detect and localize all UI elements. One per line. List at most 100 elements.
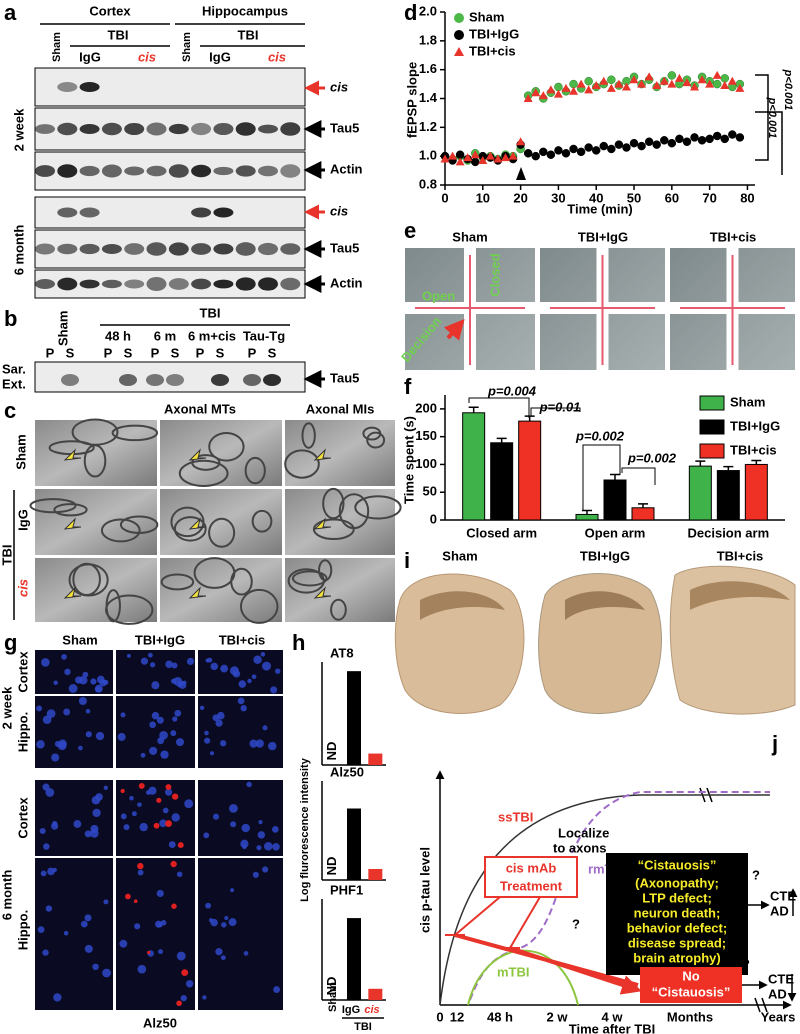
row-label: Hippo. bbox=[15, 712, 30, 752]
blot-band bbox=[79, 165, 100, 177]
blot-band bbox=[280, 122, 301, 136]
fraction-label: S bbox=[66, 345, 75, 360]
nucleus bbox=[172, 716, 178, 722]
data-point bbox=[569, 144, 578, 154]
stain bbox=[138, 782, 145, 789]
blot-band bbox=[263, 374, 281, 386]
blot-band bbox=[124, 279, 145, 289]
fluorescence-image bbox=[116, 696, 195, 768]
bar bbox=[603, 479, 627, 521]
x-tick-label: 10 bbox=[476, 190, 490, 205]
em-structure bbox=[53, 503, 88, 517]
blot-band bbox=[213, 243, 234, 255]
nucleus bbox=[149, 721, 156, 729]
blot-band bbox=[235, 165, 256, 177]
y-axis-label: fEPSP slope bbox=[404, 62, 419, 138]
nucleus bbox=[249, 739, 258, 748]
x-tick-label: 2 w bbox=[547, 1009, 569, 1024]
x-tick-label: 50 bbox=[627, 190, 641, 205]
nucleus bbox=[252, 871, 259, 878]
nucleus bbox=[238, 680, 247, 688]
data-point bbox=[470, 157, 480, 167]
curve-label: mTBI bbox=[497, 964, 530, 979]
nucleus bbox=[165, 660, 173, 669]
data-point bbox=[652, 140, 661, 149]
em-structure bbox=[284, 449, 320, 479]
fluorescence-image bbox=[116, 858, 195, 1010]
legend-swatch bbox=[699, 395, 725, 411]
fraction-label: P bbox=[46, 345, 55, 360]
lane-label: Sham bbox=[51, 32, 63, 62]
nucleus bbox=[257, 831, 266, 839]
blot-band bbox=[124, 166, 145, 176]
nucleus bbox=[232, 670, 241, 678]
fraction-label: S bbox=[216, 345, 225, 360]
arrow bbox=[443, 318, 465, 341]
panel-i: i Sham TBI+IgG TBI+cis bbox=[394, 548, 796, 715]
bar bbox=[368, 753, 383, 765]
y-axis-label: Time spent (s) bbox=[401, 416, 416, 504]
data-point bbox=[720, 81, 730, 90]
blot-band bbox=[57, 243, 78, 255]
annotation: p<0.001 bbox=[766, 97, 778, 139]
blot-band bbox=[101, 164, 122, 178]
nucleus bbox=[176, 871, 183, 878]
blot-band bbox=[35, 124, 55, 134]
nucleus bbox=[139, 822, 148, 832]
legend-swatch bbox=[699, 419, 725, 435]
y-tick-label: 0 bbox=[430, 511, 437, 526]
panel-h: h Log flurorescence intensity Sham IgG c… bbox=[292, 630, 384, 1033]
nucleus bbox=[230, 888, 235, 893]
bar bbox=[368, 869, 383, 880]
annotation: p=0.004 bbox=[487, 383, 537, 398]
band-label: Actin bbox=[330, 161, 363, 176]
nucleus bbox=[95, 793, 103, 801]
data-point bbox=[735, 83, 745, 92]
treatment-arrow bbox=[445, 896, 541, 949]
nucleus bbox=[126, 653, 131, 658]
blot-band bbox=[168, 278, 189, 290]
fraction-label: P bbox=[196, 345, 205, 360]
y-axis-label: Log flurorescence intensity bbox=[299, 757, 311, 902]
blot-band bbox=[191, 243, 212, 255]
blot-band bbox=[119, 374, 137, 386]
bar bbox=[368, 988, 383, 1000]
nucleus bbox=[240, 839, 249, 848]
blot-band bbox=[258, 165, 278, 177]
blot-band bbox=[146, 122, 167, 136]
data-point bbox=[478, 155, 488, 164]
stain bbox=[165, 820, 172, 827]
em-arrow bbox=[313, 448, 332, 461]
data-point bbox=[675, 134, 684, 144]
row-label: cis bbox=[15, 579, 30, 597]
nucleus bbox=[140, 657, 149, 665]
data-point bbox=[531, 88, 541, 97]
nucleus bbox=[46, 709, 56, 718]
cistauosis-box bbox=[606, 853, 748, 975]
nucleus bbox=[151, 681, 160, 690]
nucleus bbox=[45, 788, 55, 797]
panel-g: g Sham TBI+IgG TBI+cis Cortex Hippo. Cor… bbox=[0, 630, 283, 1030]
lane-label: cis bbox=[138, 49, 156, 64]
nucleus bbox=[212, 813, 220, 820]
nucleus bbox=[45, 905, 53, 912]
em-arrow bbox=[188, 448, 207, 461]
question: ? bbox=[742, 956, 750, 971]
data-point bbox=[705, 134, 714, 144]
panel-label: c bbox=[4, 398, 16, 423]
stain bbox=[153, 822, 160, 829]
error-bar bbox=[610, 473, 620, 480]
nucleus bbox=[134, 923, 141, 930]
nucleus bbox=[270, 686, 278, 694]
em-arrow bbox=[188, 586, 207, 599]
x-tick-label: Years bbox=[761, 1009, 796, 1024]
blot-band bbox=[213, 166, 234, 176]
band-label: Tau5 bbox=[330, 370, 359, 385]
nucleus bbox=[123, 824, 130, 831]
data-point bbox=[493, 154, 503, 163]
blot-band bbox=[35, 243, 55, 255]
nucleus bbox=[246, 781, 252, 788]
blot-band bbox=[168, 123, 189, 135]
nucleus bbox=[84, 914, 92, 922]
data-point bbox=[652, 81, 662, 90]
